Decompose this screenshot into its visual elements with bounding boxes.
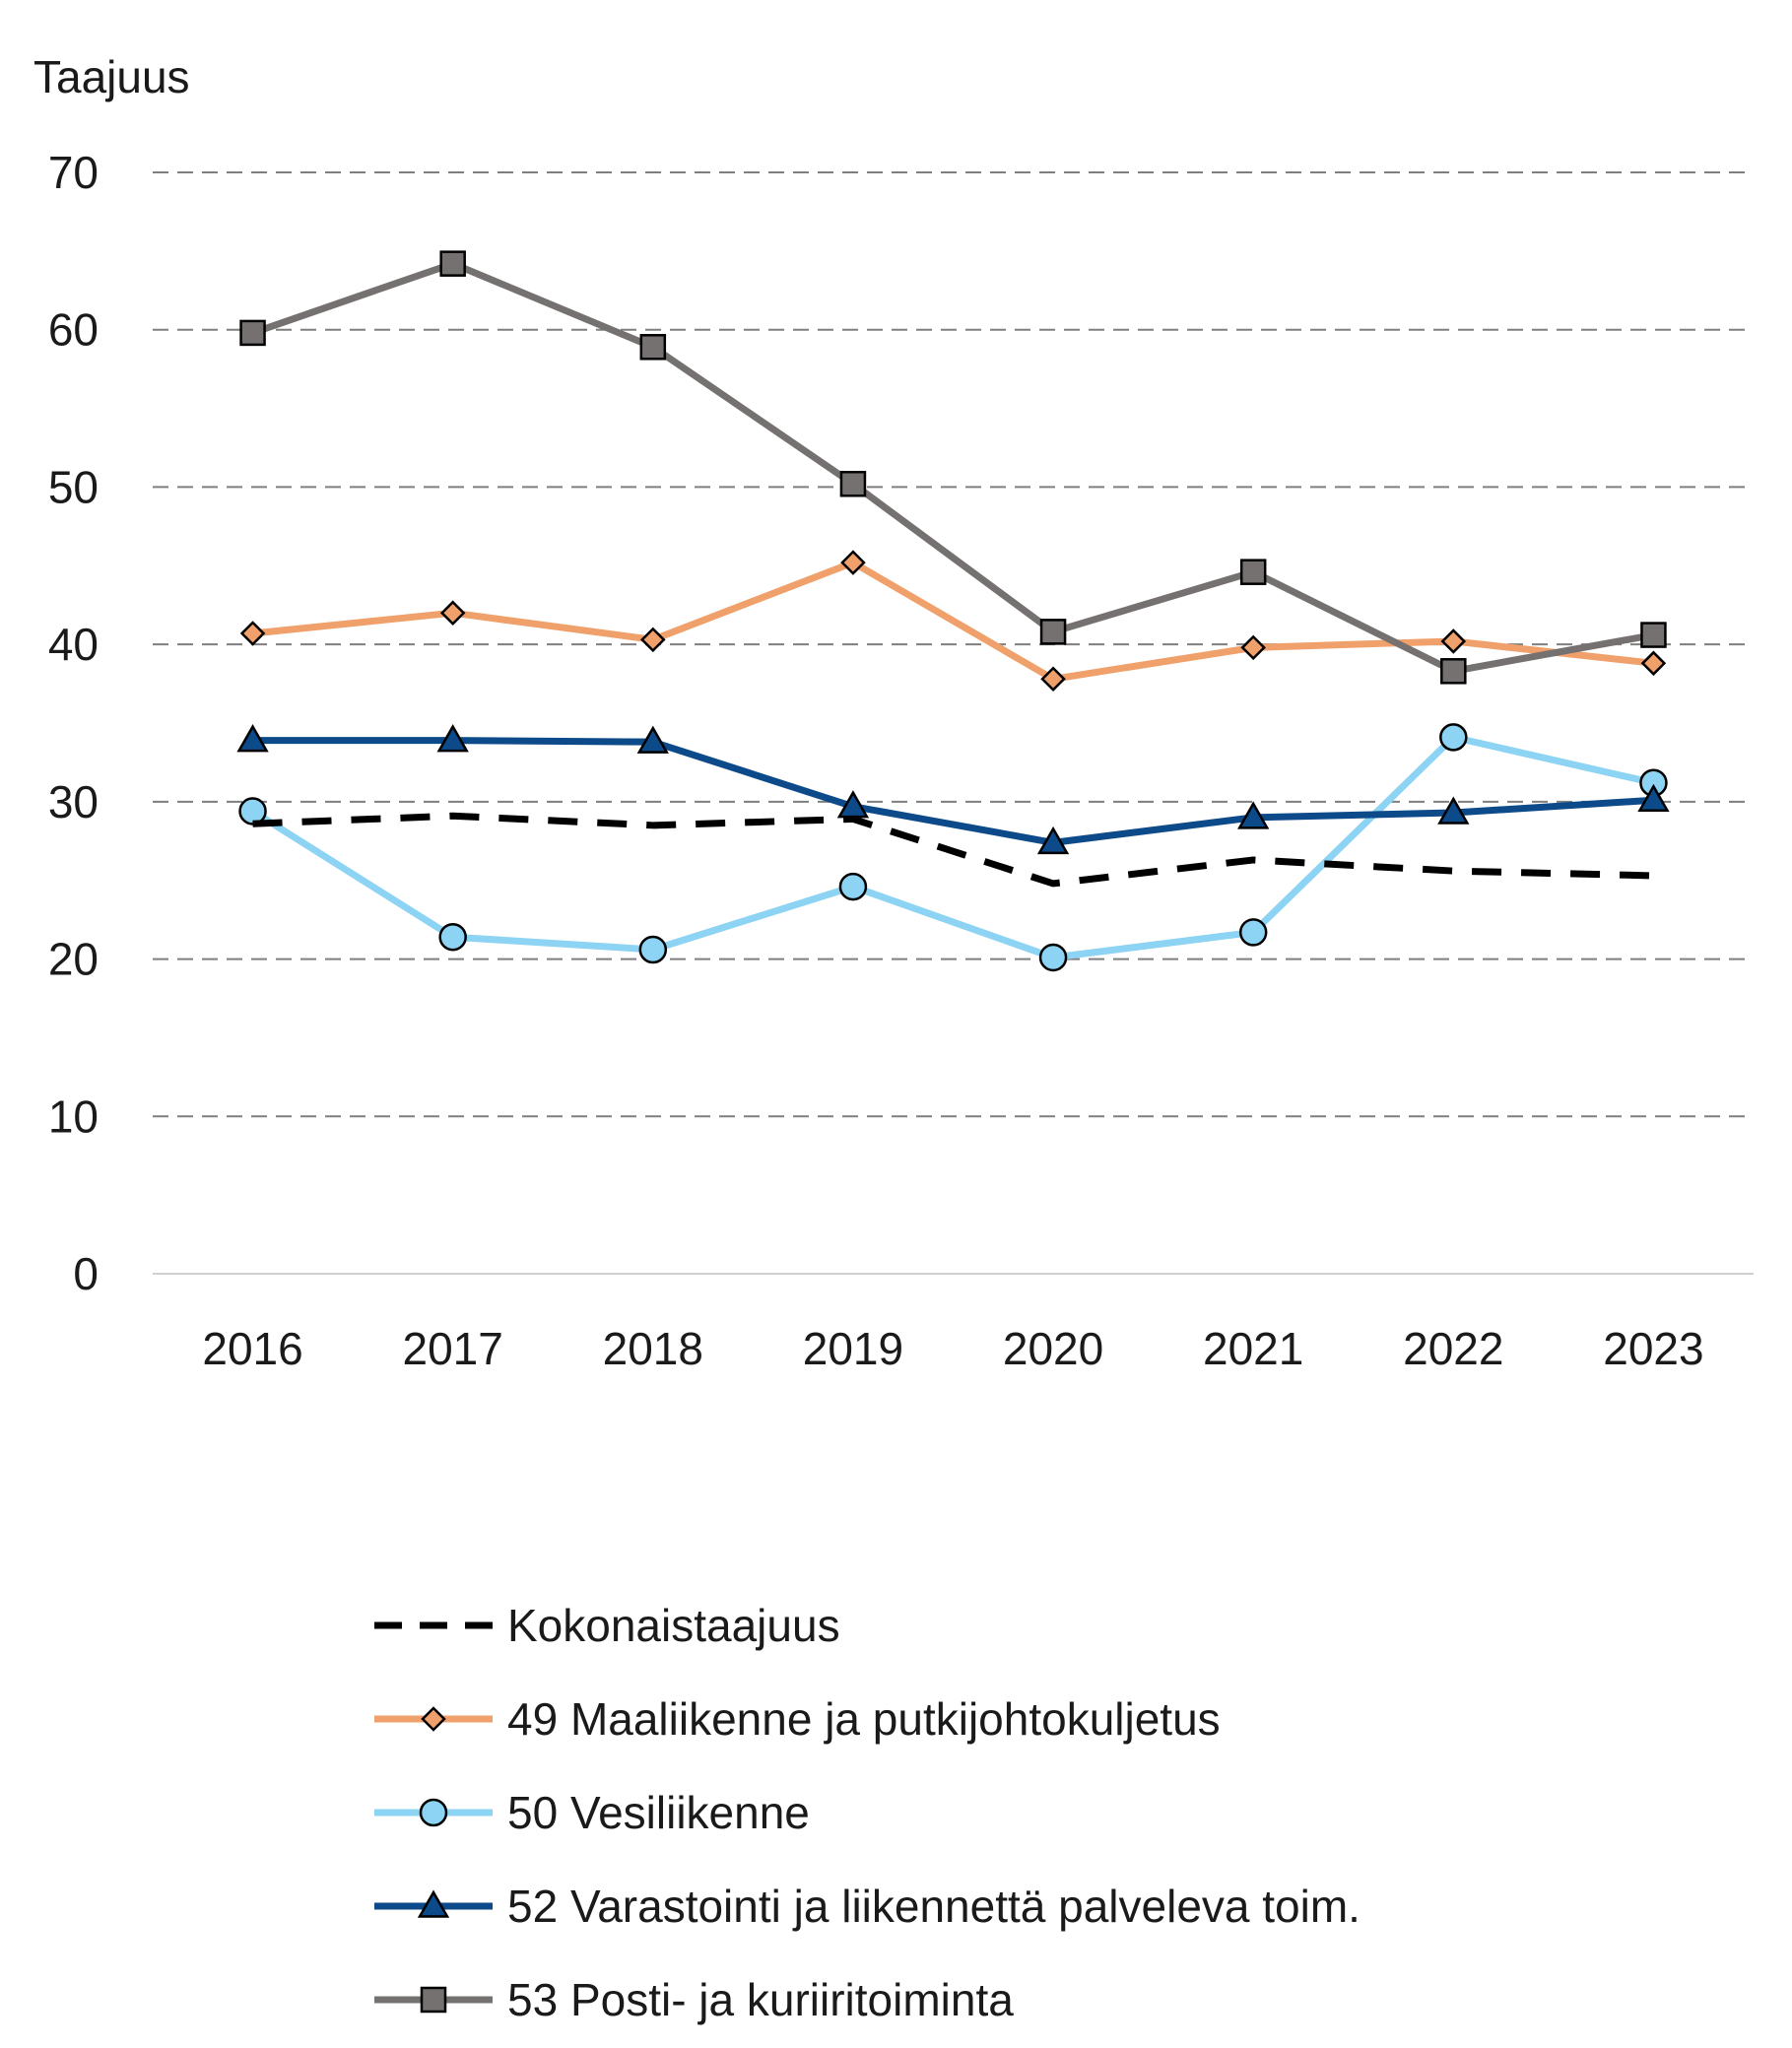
x-tick-label: 2016 — [202, 1323, 302, 1374]
y-tick-label: 20 — [48, 934, 99, 985]
data-point-square — [639, 334, 667, 361]
data-point-square — [1239, 559, 1267, 585]
legend-item: Kokonaistaajuus — [374, 1600, 840, 1651]
legend-label: Kokonaistaajuus — [507, 1600, 840, 1651]
y-tick-label: 60 — [48, 304, 99, 356]
data-point-diamond — [1240, 634, 1266, 661]
data-point-diamond — [840, 550, 866, 575]
data-point-circle — [1439, 723, 1468, 752]
data-point-triangle — [1637, 783, 1670, 813]
data-point-circle — [838, 872, 868, 901]
data-point-square — [439, 250, 466, 277]
legend-marker — [421, 1706, 446, 1732]
series-line — [252, 559, 1654, 683]
data-point-diamond — [1440, 628, 1467, 654]
x-tick-label: 2019 — [803, 1323, 903, 1374]
y-tick-label: 0 — [73, 1248, 99, 1299]
y-axis: 0 10 20 30 40 50 60 70 — [48, 147, 99, 1299]
data-point-diamond — [1040, 666, 1066, 693]
y-tick-label: 40 — [48, 619, 99, 670]
y-tick-label: 50 — [48, 461, 99, 512]
legend-label: 49 Maaliikenne ja putkijohtokuljetus — [507, 1693, 1221, 1745]
legend-item: 50 Vesiliikenne — [374, 1787, 810, 1838]
data-point-triangle — [1036, 826, 1070, 855]
x-tick-label: 2022 — [1403, 1323, 1503, 1374]
data-point-diamond — [239, 621, 266, 646]
data-point-triangle — [436, 724, 469, 753]
legend-label: 52 Varastointi ja liikennettä palveleva … — [507, 1881, 1361, 1932]
data-point-square — [239, 319, 266, 347]
y-tick-label: 10 — [48, 1090, 99, 1142]
data-point-circle — [238, 797, 267, 826]
data-point-diamond — [640, 627, 666, 653]
x-tick-label: 2017 — [403, 1323, 503, 1374]
legend: Kokonaistaajuus 49 Maaliikenne ja putkijo… — [374, 1600, 1361, 2025]
legend-marker — [420, 1986, 447, 2014]
data-point-square — [1440, 658, 1467, 685]
data-point-square — [1039, 619, 1067, 645]
y-tick-label: 70 — [48, 147, 99, 198]
y-tick-label: 30 — [48, 776, 99, 827]
series-1 — [239, 550, 1667, 693]
grid-lines — [153, 171, 1754, 1275]
legend-label: 50 Vesiliikenne — [507, 1787, 810, 1838]
y-axis-title: Taajuus — [33, 51, 190, 102]
series-2 — [238, 723, 1668, 972]
data-point-square — [839, 470, 867, 497]
data-point-triangle — [1437, 796, 1470, 825]
x-tick-label: 2018 — [603, 1323, 703, 1374]
series-4 — [239, 250, 1667, 685]
series-group — [236, 250, 1670, 972]
data-point-diamond — [439, 600, 466, 626]
legend-marker — [419, 1798, 448, 1827]
x-tick-label: 2021 — [1203, 1323, 1303, 1374]
data-point-diamond — [1640, 650, 1667, 677]
legend-item: 49 Maaliikenne ja putkijohtokuljetus — [374, 1693, 1221, 1745]
series-line — [252, 737, 1654, 846]
series-3 — [236, 724, 1670, 855]
data-point-square — [1640, 622, 1667, 648]
legend-label: 53 Posti- ja kuriiritoiminta — [507, 1974, 1014, 2025]
series-line — [252, 812, 1654, 888]
data-point-circle — [438, 922, 467, 952]
series-0 — [252, 812, 1654, 888]
series-line — [250, 733, 1655, 961]
data-point-triangle — [636, 725, 669, 754]
data-point-circle — [1038, 943, 1068, 972]
data-point-triangle — [236, 724, 269, 753]
x-tick-label: 2020 — [1003, 1323, 1103, 1374]
legend-item: 52 Varastointi ja liikennettä palveleva … — [374, 1881, 1361, 1932]
legend-item: 53 Posti- ja kuriiritoiminta — [374, 1974, 1014, 2025]
data-point-circle — [1238, 918, 1268, 947]
data-point-circle — [638, 935, 668, 964]
data-point-triangle — [1237, 801, 1270, 829]
legend-marker — [417, 1889, 450, 1918]
series-line — [251, 260, 1655, 675]
x-axis: 2016 2017 2018 2019 2020 2021 2022 2023 — [202, 1323, 1703, 1374]
x-tick-label: 2023 — [1603, 1323, 1703, 1374]
